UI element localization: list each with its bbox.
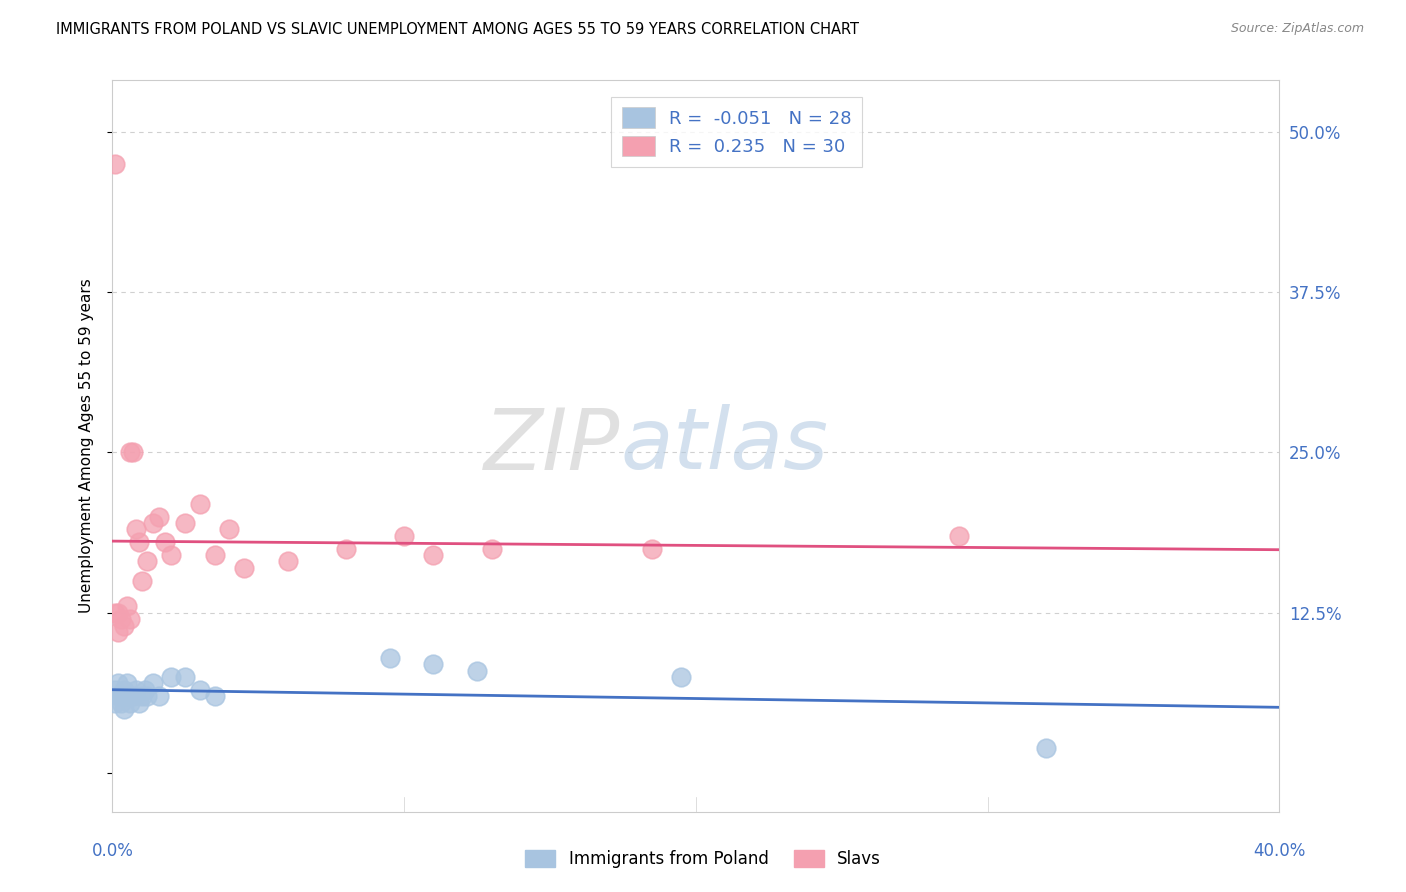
Point: [160, 670, 183, 684]
Point: [142, 516, 165, 530]
Point: [115, 690, 138, 704]
Text: atlas: atlas: [620, 404, 828, 488]
Point: [148, 690, 170, 704]
Point: [104, 682, 127, 697]
Point: [125, 523, 148, 537]
Point: [136, 690, 159, 704]
Point: [142, 676, 165, 690]
Point: [115, 676, 138, 690]
Point: [107, 676, 129, 690]
Point: [174, 516, 197, 530]
Point: [110, 690, 132, 704]
Point: [110, 612, 132, 626]
Point: [128, 535, 150, 549]
Point: [188, 682, 211, 697]
Point: [131, 690, 153, 704]
Point: [160, 548, 183, 562]
Text: ZIP: ZIP: [484, 404, 620, 488]
Point: [110, 696, 132, 710]
Point: [104, 157, 127, 171]
Point: [136, 554, 159, 568]
Point: [378, 650, 401, 665]
Point: [218, 523, 240, 537]
Point: [1035, 740, 1057, 755]
Point: [112, 702, 135, 716]
Point: [128, 696, 150, 710]
Point: [107, 625, 129, 640]
Legend: R =  -0.051   N = 28, R =  0.235   N = 30: R = -0.051 N = 28, R = 0.235 N = 30: [612, 96, 862, 167]
Point: [104, 696, 127, 710]
Point: [122, 690, 145, 704]
Point: [118, 612, 141, 626]
Point: [104, 606, 127, 620]
Legend: Immigrants from Poland, Slavs: Immigrants from Poland, Slavs: [519, 843, 887, 875]
Point: [204, 548, 226, 562]
Point: [335, 541, 357, 556]
Point: [671, 670, 693, 684]
Point: [118, 445, 141, 459]
Text: IMMIGRANTS FROM POLAND VS SLAVIC UNEMPLOYMENT AMONG AGES 55 TO 59 YEARS CORRELAT: IMMIGRANTS FROM POLAND VS SLAVIC UNEMPLO…: [56, 22, 859, 37]
Point: [122, 445, 145, 459]
Point: [112, 682, 135, 697]
Point: [204, 690, 226, 704]
Point: [112, 618, 135, 632]
Point: [107, 606, 129, 620]
Point: [481, 541, 503, 556]
Point: [115, 599, 138, 614]
Point: [422, 548, 444, 562]
Point: [948, 529, 970, 543]
Text: 40.0%: 40.0%: [1253, 842, 1306, 860]
Point: [465, 664, 488, 678]
Point: [134, 682, 156, 697]
Text: 0.0%: 0.0%: [91, 842, 134, 860]
Point: [394, 529, 416, 543]
Point: [641, 541, 664, 556]
Point: [131, 574, 153, 588]
Point: [188, 497, 211, 511]
Point: [125, 682, 148, 697]
Point: [422, 657, 444, 672]
Point: [276, 554, 298, 568]
Text: Source: ZipAtlas.com: Source: ZipAtlas.com: [1230, 22, 1364, 36]
Point: [232, 561, 254, 575]
Point: [107, 690, 129, 704]
Point: [174, 670, 197, 684]
Point: [153, 535, 176, 549]
Point: [118, 696, 141, 710]
Point: [148, 509, 170, 524]
Y-axis label: Unemployment Among Ages 55 to 59 years: Unemployment Among Ages 55 to 59 years: [79, 278, 94, 614]
